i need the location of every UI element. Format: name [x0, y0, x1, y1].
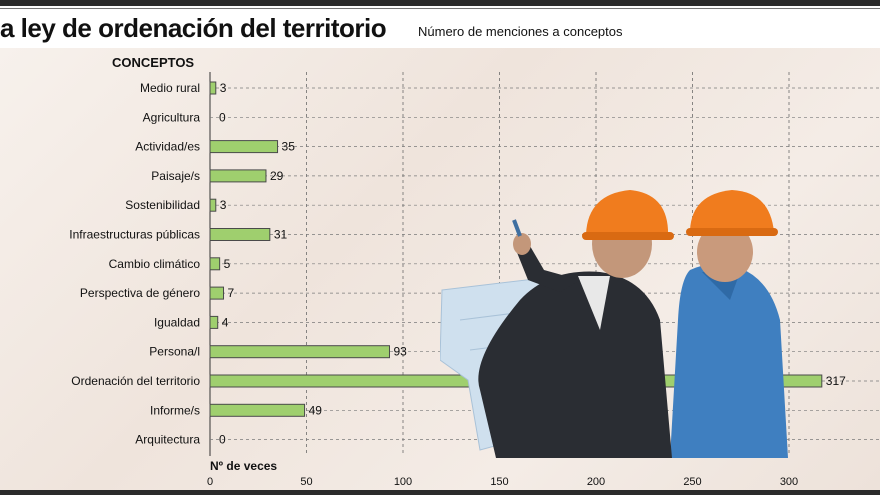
- value-labels: 3 0 35 29 3 31 5 7 4 93 317 49 0: [219, 81, 846, 447]
- value-label: 5: [224, 257, 231, 271]
- bar: [209, 140, 279, 154]
- chart-subtitle: Número de menciones a conceptos: [418, 24, 623, 39]
- hard-hat-right: [690, 190, 774, 232]
- chart-bars: [209, 81, 823, 417]
- value-label: 93: [393, 345, 407, 359]
- category-label: Persona/l: [149, 345, 200, 359]
- category-label: Paisaje/s: [151, 169, 200, 183]
- bar: [209, 403, 306, 417]
- value-label: 31: [274, 228, 288, 242]
- bar: [209, 169, 267, 183]
- hard-hat-left: [586, 190, 669, 238]
- bar: [209, 228, 271, 241]
- bar: [209, 257, 221, 271]
- x-tick-label: 0: [207, 476, 213, 488]
- value-label: 0: [219, 433, 226, 447]
- value-label: 3: [220, 198, 227, 212]
- top-rule: [0, 0, 880, 6]
- worker-blue-shirt: [670, 264, 788, 458]
- x-axis-label: Nº de veces: [210, 459, 277, 473]
- worker-dark-suit: [478, 271, 672, 458]
- category-label: Perspectiva de género: [80, 286, 200, 300]
- construction-workers-illustration: [440, 190, 788, 458]
- category-label: Infraestructuras públicas: [69, 228, 200, 242]
- worker-face-right: [697, 222, 753, 282]
- category-label: Igualdad: [154, 315, 200, 329]
- chart-title: a ley de ordenación del territorio: [0, 13, 387, 43]
- value-label: 7: [228, 286, 235, 300]
- category-label: Agricultura: [143, 110, 201, 124]
- x-tick-label: 150: [490, 476, 508, 488]
- x-tick-label: 250: [683, 476, 701, 488]
- bar: [209, 81, 217, 95]
- category-label: Ordenación del territorio: [71, 374, 200, 388]
- x-tick-label: 200: [587, 476, 605, 488]
- bar: [209, 345, 390, 359]
- category-label: Medio rural: [140, 81, 200, 95]
- x-tick-label: 100: [394, 476, 412, 488]
- top-thin-rule: [0, 8, 880, 9]
- category-label: Arquitectura: [135, 433, 200, 447]
- bottom-rule: [0, 490, 880, 495]
- x-tick-label: 300: [780, 476, 798, 488]
- bar: [209, 315, 219, 329]
- category-label: Cambio climático: [109, 257, 201, 271]
- x-tick-labels: 0 50 100 150 200 250 300: [207, 476, 798, 488]
- value-label: 29: [270, 169, 284, 183]
- category-label: Informe/s: [150, 403, 200, 417]
- value-label: 317: [826, 374, 846, 388]
- value-label: 35: [282, 140, 296, 154]
- bar: [209, 286, 225, 300]
- x-tick-label: 50: [300, 476, 312, 488]
- bar: [209, 198, 217, 212]
- value-label: 49: [309, 403, 323, 417]
- category-label: Actividad/es: [135, 140, 200, 154]
- value-label: 0: [219, 110, 226, 124]
- value-label: 4: [222, 315, 229, 329]
- category-label: Sostenibilidad: [125, 198, 200, 212]
- value-label: 3: [220, 81, 227, 95]
- category-labels: Medio rural Agricultura Actividad/es Paisaj…: [69, 81, 200, 447]
- categories-header: CONCEPTOS: [112, 55, 195, 70]
